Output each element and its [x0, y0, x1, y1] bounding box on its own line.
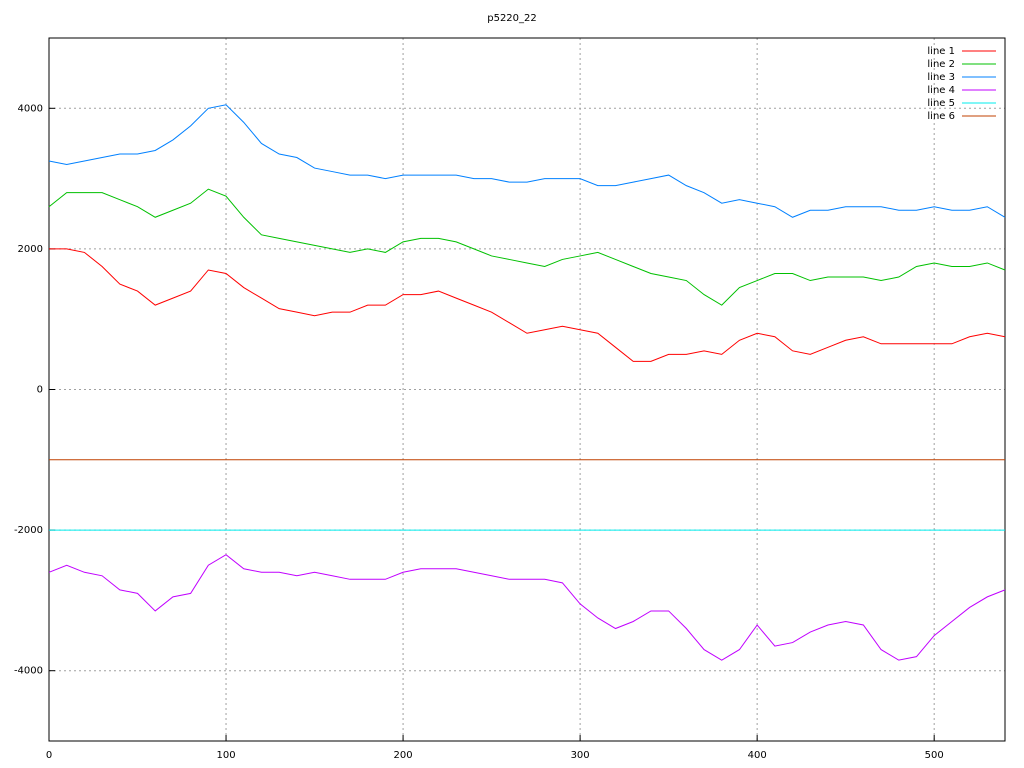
y-tick-label: 2000 — [18, 244, 43, 255]
data-line — [48, 554, 1006, 661]
legend-label: line 5 — [927, 98, 955, 109]
data-line — [48, 188, 1006, 306]
x-tick-label: 0 — [46, 750, 52, 761]
legend-label: line 1 — [927, 46, 955, 57]
plot-border — [48, 37, 1006, 742]
y-tick-label: 4000 — [18, 103, 43, 114]
legend-label: line 6 — [927, 111, 955, 122]
y-tick-label: 0 — [37, 385, 43, 396]
x-tick-label: 100 — [216, 750, 235, 761]
legend-label: line 3 — [927, 72, 955, 83]
data-line — [49, 248, 1006, 362]
y-tick-label: -2000 — [14, 525, 43, 536]
data-line — [48, 104, 1006, 218]
x-tick-label: 400 — [748, 750, 767, 761]
chart-title: p5220_22 — [487, 13, 537, 24]
x-tick-label: 300 — [571, 750, 590, 761]
legend-label: line 4 — [927, 85, 955, 96]
x-tick-label: 200 — [394, 750, 413, 761]
y-tick-label: -4000 — [14, 666, 43, 677]
x-tick-label: 500 — [925, 750, 944, 761]
legend-label: line 2 — [927, 59, 955, 70]
